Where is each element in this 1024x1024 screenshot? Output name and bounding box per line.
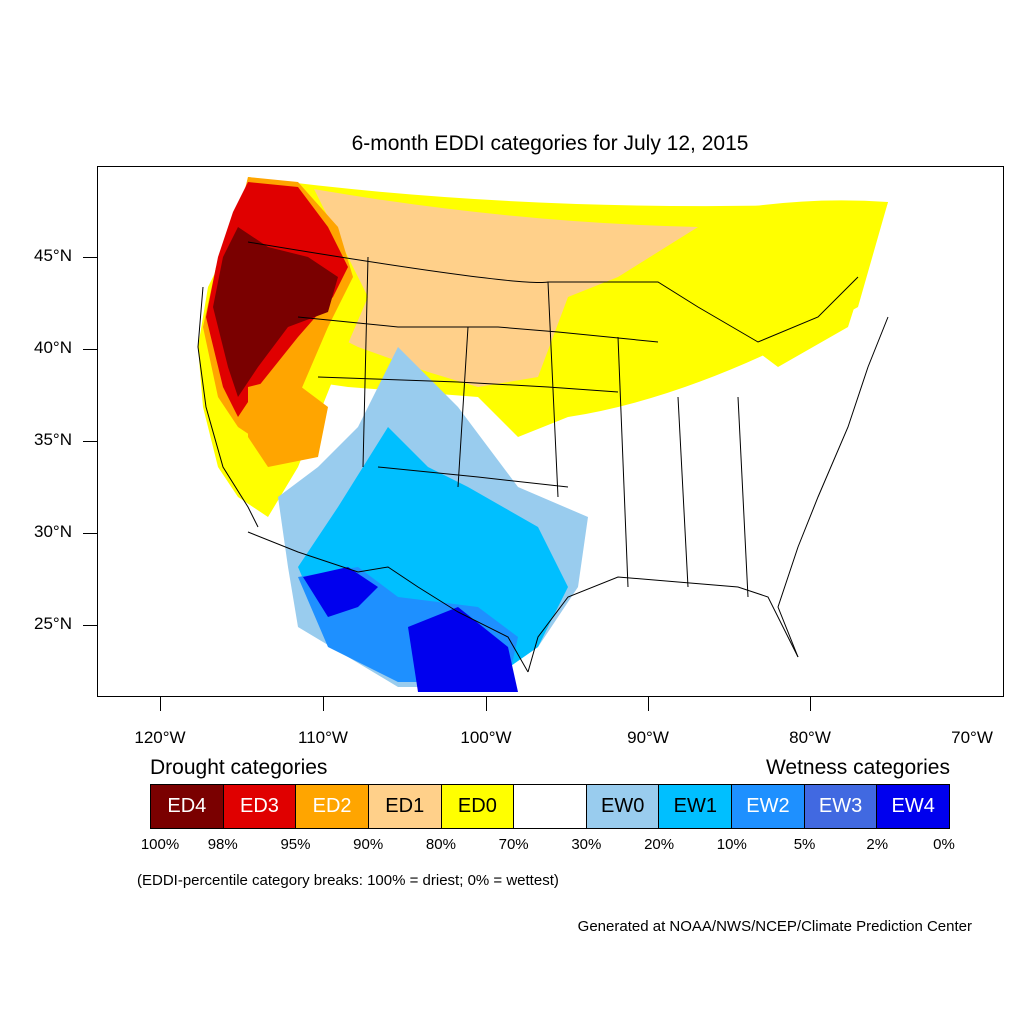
legend-break-label: 0%: [933, 836, 955, 853]
region-ew4-texas-coast: [408, 607, 518, 692]
lon-tick: [160, 697, 161, 711]
lon-label-120w: 120°W: [134, 728, 186, 747]
legend-break-label: 95%: [280, 836, 311, 853]
legend-swatch-ew2: EW2: [732, 785, 805, 828]
legend-swatch-ed0: ED0: [441, 785, 515, 828]
us-canada-border: [247, 241, 859, 343]
credit-line: Generated at NOAA/NWS/NCEP/Climate Predi…: [577, 918, 972, 935]
legend-swatch-ew3: EW3: [804, 785, 878, 828]
west-coast: [197, 286, 259, 528]
legend-break-label: 98%: [207, 836, 238, 853]
region-ed1-northern-plains: [248, 177, 698, 387]
lon-label-110w: 110°W: [298, 728, 348, 747]
legend-swatch-ed4: ED4: [151, 785, 224, 828]
lon-tick: [323, 697, 324, 711]
east-coast: [777, 316, 889, 658]
legend-wetness-heading: Wetness categories: [765, 756, 950, 779]
lon-label-70w: 70°W: [951, 728, 993, 747]
legend-swatch-ed1: ED1: [368, 785, 442, 828]
map-title: 6-month EDDI categories for July 12, 201…: [351, 132, 749, 155]
lat-label-30: 30°N: [34, 522, 72, 541]
lat-tick: [83, 625, 97, 626]
category-note: (EDDI-percentile category breaks: 100% =…: [137, 872, 559, 889]
lon-label-80w: 80°W: [789, 728, 831, 747]
legend-swatch-ew0: EW0: [586, 785, 660, 828]
gulf-coast: [527, 576, 799, 673]
lat-label-35: 35°N: [34, 430, 72, 449]
legend-break-label: 90%: [353, 836, 384, 853]
lon-tick: [810, 697, 811, 711]
legend-colorbar: ED4 ED3 ED2 ED1 ED0 EW0 EW1 EW2 EW3 EW4: [150, 784, 950, 829]
lat-tick: [83, 533, 97, 534]
legend-break-label: 2%: [866, 836, 889, 853]
legend-swatch-ed3: ED3: [223, 785, 297, 828]
legend-break-label: 70%: [498, 836, 529, 853]
lon-label-90w: 90°W: [627, 728, 669, 747]
legend-drought-heading: Drought categories: [150, 756, 328, 779]
lat-tick: [83, 349, 97, 350]
region-ed2-great-basin: [248, 377, 328, 467]
legend-swatch-neutral: [514, 785, 587, 828]
legend-break-label: 80%: [425, 836, 456, 853]
legend-break-label: 100%: [140, 836, 180, 853]
lon-tick: [486, 697, 487, 711]
legend-swatch-ed2: ED2: [296, 785, 369, 828]
legend-break-label: 5%: [793, 836, 816, 853]
region-ed0-northeast: [718, 200, 888, 367]
lon-tick: [648, 697, 649, 711]
lat-tick: [83, 441, 97, 442]
legend-swatch-ew4: EW4: [877, 785, 950, 828]
legend-swatch-ew1: EW1: [659, 785, 733, 828]
map-area: [97, 166, 1004, 697]
region-ed4-northwest: [213, 227, 338, 397]
lat-label-40: 40°N: [34, 338, 72, 357]
eddi-map: [197, 177, 889, 692]
lat-tick: [83, 257, 97, 258]
us-mexico-border: [247, 531, 529, 673]
legend-break-label: 20%: [644, 836, 675, 853]
lat-label-25: 25°N: [34, 614, 72, 633]
lat-label-45: 45°N: [34, 246, 72, 265]
legend-break-label: 10%: [716, 836, 747, 853]
legend-break-label: 30%: [571, 836, 602, 853]
lon-label-100w: 100°W: [460, 728, 512, 747]
region-ew4-mexico: [303, 567, 378, 617]
state-lines: [297, 256, 749, 598]
